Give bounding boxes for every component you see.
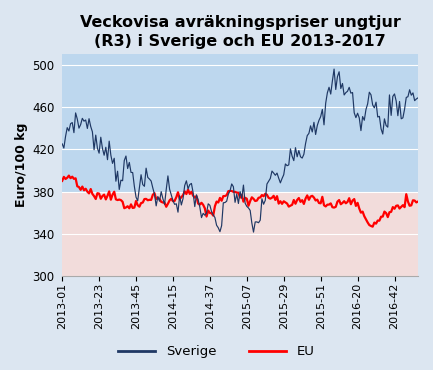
- Sverige: [155, 194, 161, 199]
- Sverige: [60, 142, 65, 146]
- EU: [71, 176, 77, 181]
- EU: [184, 192, 189, 196]
- Bar: [62, 33, 418, 192]
- EU: [415, 199, 420, 204]
- EU: [66, 174, 71, 178]
- EU: [127, 206, 132, 211]
- Bar: [62, 192, 418, 298]
- Legend: Sverige, EU: Sverige, EU: [113, 340, 320, 363]
- Sverige: [182, 183, 187, 188]
- Line: Sverige: Sverige: [62, 69, 418, 232]
- EU: [237, 195, 242, 200]
- Title: Veckovisa avräkningspriser ungtjur
(R3) i Sverige och EU 2013-2017: Veckovisa avräkningspriser ungtjur (R3) …: [80, 15, 401, 48]
- Line: EU: EU: [62, 176, 418, 227]
- Sverige: [70, 120, 75, 125]
- EU: [143, 197, 149, 201]
- Sverige: [125, 166, 130, 171]
- EU: [60, 179, 65, 183]
- Sverige: [236, 201, 241, 206]
- EU: [370, 225, 375, 229]
- Y-axis label: Euro/100 kg: Euro/100 kg: [15, 123, 28, 208]
- Sverige: [332, 67, 337, 71]
- Sverige: [251, 230, 256, 234]
- Sverige: [142, 184, 147, 189]
- EU: [157, 197, 162, 201]
- Sverige: [415, 95, 420, 100]
